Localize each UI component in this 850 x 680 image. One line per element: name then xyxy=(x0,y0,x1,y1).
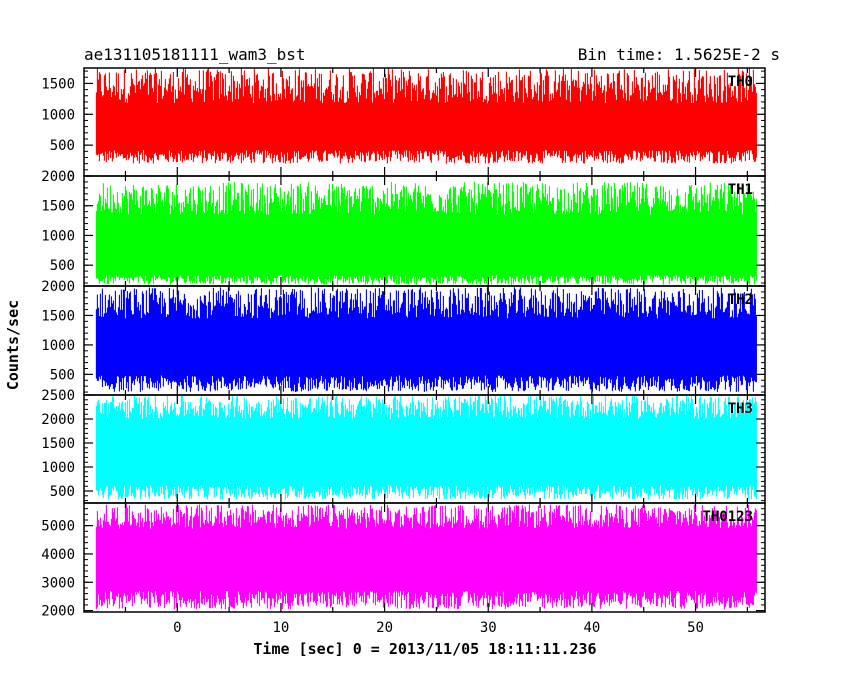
x-tick-label: 0 xyxy=(173,620,181,636)
panel-th0123: 2000 3000 4000 5000 TH0123 xyxy=(41,502,766,620)
y-tick-label: 2500 xyxy=(41,388,75,404)
y-tick-label: 2000 xyxy=(41,604,75,620)
panel-frame xyxy=(83,502,766,613)
panel-label: TH0 xyxy=(728,74,753,90)
x-axis-group: 0 10 20 30 40 50 xyxy=(173,620,704,636)
y-tick-label: 1500 xyxy=(41,308,75,324)
y-tick-label: 2000 xyxy=(41,412,75,428)
panels-group: 0 500 1000 1500 TH0 500 1000 1500 2000 TH1 500 1000… xyxy=(41,67,766,620)
series-th1 xyxy=(95,182,757,285)
y-tick-label: 500 xyxy=(50,258,75,274)
chart-title: ae131105181111_wam3_bst xyxy=(84,45,306,64)
panel-th3: 500 1000 1500 2000 2500 TH3 xyxy=(41,388,766,504)
y-tick-label: 2000 xyxy=(41,279,75,295)
panel-label: TH1 xyxy=(728,182,753,198)
y-tick-label: 5000 xyxy=(41,519,75,535)
y-tick-label: 1500 xyxy=(41,436,75,452)
x-tick-label: 40 xyxy=(583,620,600,636)
x-tick-label: 20 xyxy=(376,620,393,636)
y-tick-label: 3000 xyxy=(41,575,75,591)
y-tick-label: 1000 xyxy=(41,107,75,123)
y-tick-label: 1500 xyxy=(41,199,75,215)
series-th0 xyxy=(95,68,757,164)
panel-label: TH3 xyxy=(728,401,753,417)
y-tick-label: 500 xyxy=(50,367,75,383)
y-tick-label: 2000 xyxy=(41,169,75,185)
y-tick-label: 1000 xyxy=(41,460,75,476)
x-axis-label: Time [sec] 0 = 2013/11/05 18:11:11.236 xyxy=(253,640,596,658)
y-tick-label: 500 xyxy=(50,484,75,500)
y-tick-label: 1500 xyxy=(41,76,75,92)
y-tick-label: 1000 xyxy=(41,338,75,354)
x-tick-label: 30 xyxy=(480,620,497,636)
y-tick-label: 4000 xyxy=(41,547,75,563)
panel-th0: 0 500 1000 1500 TH0 xyxy=(41,67,766,185)
y-axis-label: Counts/sec xyxy=(4,300,22,390)
x-tick-label: 10 xyxy=(273,620,290,636)
y-tick-label: 500 xyxy=(50,138,75,154)
y-tick-label: 0 xyxy=(67,169,75,185)
panel-label: TH2 xyxy=(728,292,753,308)
y-tick-label: 1000 xyxy=(41,228,75,244)
x-tick-label: 50 xyxy=(687,620,704,636)
panel-th2: 500 1000 1500 2000 TH2 xyxy=(41,279,766,396)
series-th0123 xyxy=(95,504,757,610)
series-th2 xyxy=(95,287,757,392)
bin-time-label: Bin time: 1.5625E-2 s xyxy=(578,45,780,64)
panel-th1: 500 1000 1500 2000 TH1 xyxy=(41,169,766,287)
series-th3 xyxy=(95,395,757,500)
panel-label: TH0123 xyxy=(702,509,753,525)
